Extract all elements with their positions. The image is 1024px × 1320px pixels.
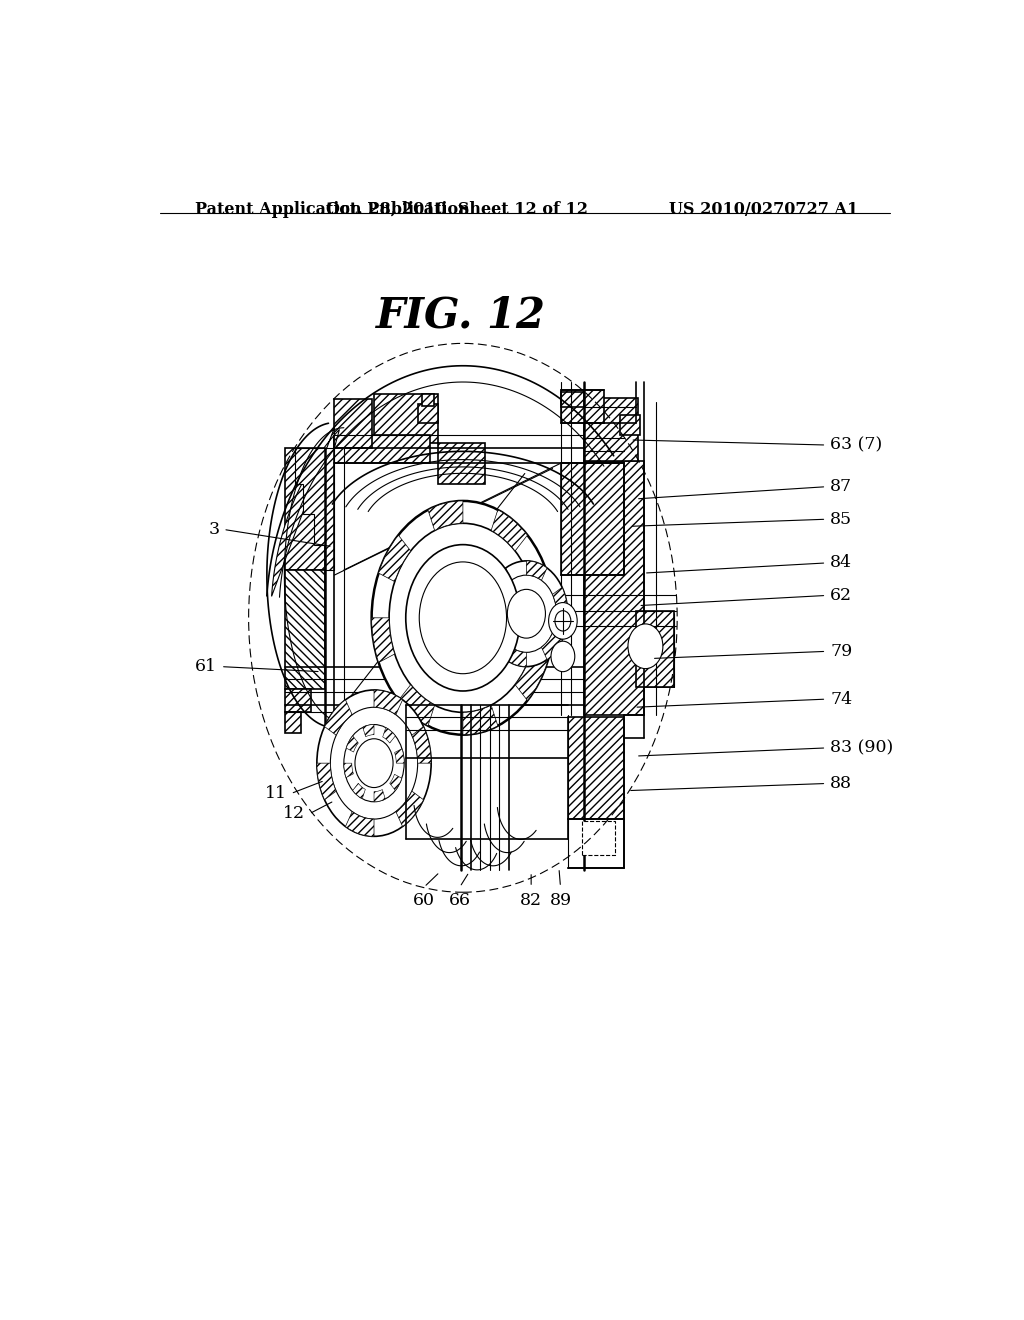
Wedge shape	[352, 783, 366, 799]
Bar	[568, 718, 624, 818]
Text: 3: 3	[208, 521, 219, 537]
Wedge shape	[490, 568, 511, 594]
Circle shape	[555, 611, 570, 631]
Circle shape	[389, 523, 537, 713]
Bar	[585, 399, 638, 461]
Text: 11: 11	[265, 785, 287, 803]
Text: 12: 12	[283, 805, 305, 822]
Bar	[418, 404, 437, 422]
Text: 61: 61	[195, 659, 217, 675]
Wedge shape	[542, 634, 562, 660]
Wedge shape	[374, 789, 385, 801]
Text: 83 (90): 83 (90)	[830, 739, 894, 756]
Wedge shape	[412, 726, 431, 763]
Wedge shape	[394, 748, 404, 763]
Circle shape	[485, 561, 567, 667]
Bar	[644, 614, 674, 686]
Text: 82: 82	[520, 892, 543, 909]
Wedge shape	[485, 614, 501, 640]
Wedge shape	[396, 791, 424, 826]
Wedge shape	[398, 685, 434, 726]
Text: 87: 87	[830, 478, 852, 495]
Wedge shape	[374, 690, 402, 714]
Bar	[285, 570, 325, 689]
Text: 66: 66	[449, 892, 471, 909]
Bar	[582, 821, 615, 854]
Text: FIG. 12: FIG. 12	[376, 294, 547, 337]
Wedge shape	[344, 763, 353, 777]
Circle shape	[549, 602, 578, 639]
Bar	[560, 391, 604, 422]
Wedge shape	[390, 775, 401, 791]
Wedge shape	[345, 812, 374, 837]
Bar	[560, 392, 585, 408]
Circle shape	[497, 576, 557, 652]
Polygon shape	[271, 428, 339, 597]
Bar	[334, 434, 430, 463]
Text: Oct. 28, 2010  Sheet 12 of 12: Oct. 28, 2010 Sheet 12 of 12	[327, 201, 589, 218]
Circle shape	[344, 725, 404, 801]
Wedge shape	[506, 647, 526, 667]
Text: 85: 85	[830, 511, 852, 528]
Bar	[585, 461, 644, 715]
Text: 84: 84	[830, 554, 852, 572]
Wedge shape	[463, 705, 498, 735]
Circle shape	[507, 589, 546, 638]
Wedge shape	[383, 727, 395, 743]
Text: 60: 60	[413, 892, 435, 909]
Wedge shape	[379, 535, 411, 582]
Circle shape	[372, 500, 554, 735]
Text: Patent Application Publication: Patent Application Publication	[196, 201, 470, 218]
Bar	[422, 395, 433, 407]
Circle shape	[316, 690, 431, 837]
Circle shape	[551, 642, 574, 672]
Text: 79: 79	[830, 643, 853, 660]
Wedge shape	[526, 561, 547, 581]
Polygon shape	[295, 447, 334, 570]
Wedge shape	[492, 510, 527, 550]
Wedge shape	[362, 725, 374, 737]
Circle shape	[628, 624, 663, 669]
Circle shape	[406, 545, 520, 690]
Circle shape	[419, 562, 507, 673]
Wedge shape	[515, 653, 547, 701]
Bar	[620, 414, 640, 434]
Bar	[636, 611, 674, 686]
Wedge shape	[346, 735, 358, 752]
Wedge shape	[372, 618, 394, 663]
Circle shape	[355, 739, 393, 788]
Wedge shape	[553, 587, 567, 614]
Wedge shape	[325, 700, 352, 735]
Text: 89: 89	[550, 892, 571, 909]
Bar	[285, 689, 310, 713]
Wedge shape	[531, 573, 554, 618]
Bar	[437, 444, 485, 483]
Bar	[560, 463, 624, 576]
Text: 62: 62	[830, 587, 852, 605]
Circle shape	[331, 708, 418, 818]
Bar	[374, 395, 437, 444]
Wedge shape	[316, 763, 336, 800]
Bar	[334, 399, 373, 447]
Text: US 2010/0270727 A1: US 2010/0270727 A1	[669, 201, 858, 218]
Bar	[285, 713, 301, 733]
Text: 63 (7): 63 (7)	[830, 437, 883, 454]
Text: 88: 88	[830, 775, 852, 792]
Wedge shape	[428, 500, 463, 531]
Bar	[285, 447, 325, 570]
Text: 74: 74	[830, 690, 852, 708]
